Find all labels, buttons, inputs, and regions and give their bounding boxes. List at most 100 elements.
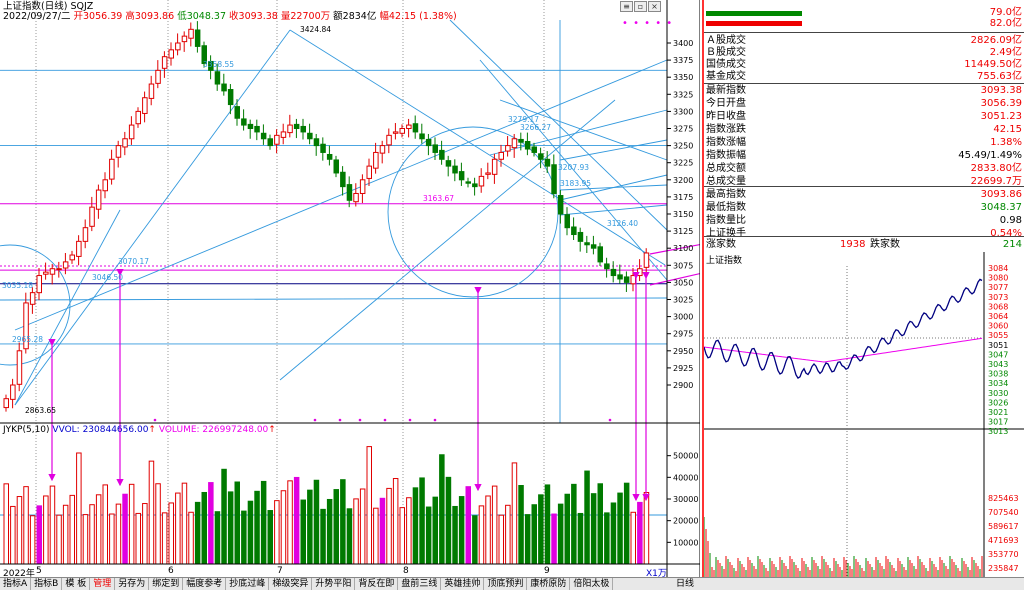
volume-bar [254,490,260,565]
candle-body [260,132,267,140]
volume-bar [142,503,148,565]
kline-chart[interactable]: 3400 3375 3350 3325 3300 3275 3250 3225 3200 3175… [0,0,700,577]
candle-body [630,275,636,285]
volume-bar [95,494,102,565]
volume-bar [597,483,603,565]
candle-body [89,206,95,227]
trend-line [499,99,668,161]
quote-row: Ａ股成交 2826.09亿 [704,34,1024,47]
volume-bar [320,508,326,565]
price-tick-label: 2950 [673,347,693,356]
candle-body [122,138,128,148]
tab-0[interactable]: 指标A [0,578,32,590]
volume-bar [478,505,485,565]
quote-label: 指数量比 [706,215,746,226]
candle-body [109,158,115,180]
price-axis: 3400 3375 3350 3325 3300 3275 3250 3225 3200 3175… [0,0,700,577]
up-volume-bar [706,11,802,16]
volume-bar [379,497,386,565]
quote-label: 基金成交 [706,71,746,82]
annotation-label: 3035.18 [2,281,33,290]
candle-body [208,60,214,71]
volume-bar [89,504,95,565]
volume-bars [3,446,650,565]
tab-6[interactable]: 幅度参考 [183,578,227,590]
volume-bar [623,482,630,565]
vol-tick-label: 40000 [673,473,698,482]
tab-10[interactable]: 背反在即 [355,578,399,590]
quote-value: 2.49亿 [989,47,1022,58]
candle-body [518,138,524,143]
candle-body [386,134,392,146]
tab-1[interactable]: 指标B [31,578,63,590]
mini-tick-label: 3026 [988,398,1008,407]
close-icon[interactable]: × [648,1,661,12]
volume-bar [122,493,128,565]
candle-body [23,302,29,350]
tab-9[interactable]: 升势平阳 [312,578,356,590]
tab-12[interactable]: 英雄挂帅 [441,578,485,590]
quote-row: 基金成交 755.63亿 [704,70,1024,83]
candle-body [69,254,75,261]
volume-bar [188,511,194,565]
candle-body [307,132,313,140]
candle-body [623,276,630,283]
volume-bar [181,482,188,565]
mini-tick-label: 3068 [988,302,1008,311]
volume-bar [472,515,478,565]
candle-body [62,261,69,269]
vol-tick-label: 10000 [673,538,698,547]
volume-bar [260,480,267,565]
volume-bar [62,504,69,565]
trend-line [14,209,121,406]
tab-5[interactable]: 绑定到 [149,578,184,590]
quote-value: 755.63亿 [977,71,1022,82]
volume-bar [465,486,471,565]
volume-bar [485,495,491,565]
candle-body [142,97,148,114]
volume-bar [366,446,372,565]
trend-line [14,59,668,331]
candle-body [267,138,273,147]
open-label: 开 [73,11,84,22]
chg-value: 42.15 (1.38%) [388,11,457,22]
candle-body [353,192,359,203]
volume-bar [23,486,29,565]
candle-body [16,350,23,385]
quote-value: 0.54% [990,228,1022,239]
price-tick-label: 3150 [673,210,693,219]
volume-bar [161,512,168,565]
tab-8[interactable]: 梯级突异 [269,578,313,590]
candle-body [293,123,300,130]
restore-icon[interactable]: ▫ [634,1,647,12]
price-tick-label: 3200 [673,176,693,185]
down-volume-bar [706,21,802,26]
vol-tick-label: 50000 [673,452,698,461]
tab-4[interactable]: 另存为 [115,578,150,590]
menu-icon[interactable]: ≡ [620,1,633,12]
candle-body [412,123,419,133]
volume-bar [76,452,82,565]
tab-7[interactable]: 抄底过峰 [226,578,270,590]
volume-bar [604,512,610,565]
intraday-chart[interactable]: 3084308030773073306830643060305530513047… [704,252,1024,577]
price-tick-label: 3000 [673,313,693,322]
divider [704,236,1024,237]
quote-value: 1.38% [990,137,1022,148]
candle-body [36,275,42,294]
tab-14[interactable]: 康桥原防 [527,578,571,590]
tab-11[interactable]: 盘前三线 [398,578,442,590]
tab-13[interactable]: 顶底预判 [484,578,528,590]
quote-value: 3093.38 [980,85,1022,96]
tab-2[interactable]: 模 板 [62,578,91,590]
quote-value: 42.15 [993,124,1022,135]
volume-bar [333,489,339,565]
tab-3[interactable]: 管理 [90,578,116,590]
quote-row: 指数量比 0.98 [704,214,1024,227]
trend-line [559,139,668,161]
date-year: 2022年 [3,569,35,579]
marker-dot [153,418,157,422]
tab-15[interactable]: 倍阳太极 [570,578,614,590]
period-label[interactable]: 日线 [676,579,695,589]
